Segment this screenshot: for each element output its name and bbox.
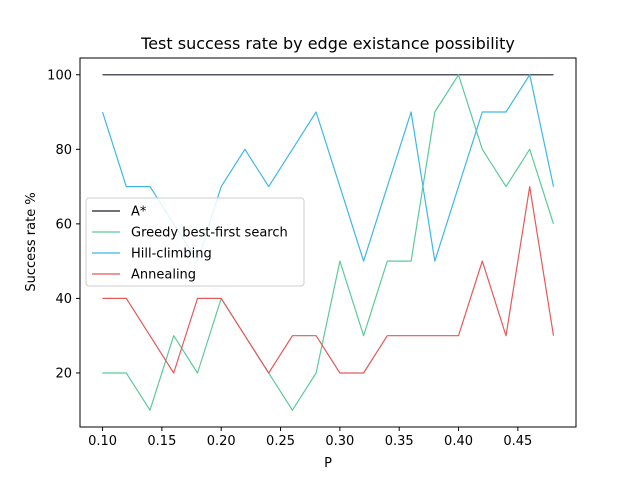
series-line-annealing (102, 186, 555, 374)
y-tick-label: 80 (55, 143, 72, 158)
x-axis-ticks: 0.10 0.15 0.20 0.25 0.30 0.35 0.40 0.45 (88, 427, 532, 449)
y-tick-label: 60 (55, 217, 72, 232)
series-line-greedy-best-first-search (102, 74, 555, 411)
chart-title: Test success rate by edge existance poss… (140, 34, 515, 53)
legend-label: A* (131, 205, 147, 220)
x-tick-label: 0.20 (207, 434, 236, 449)
x-tick-label: 0.10 (88, 434, 117, 449)
x-axis-label: P (324, 456, 332, 471)
y-axis-ticks: 20 40 60 80 100 (47, 68, 80, 381)
y-axis-label: Success rate % (24, 192, 39, 291)
legend-box (85, 197, 305, 287)
x-tick-label: 0.35 (385, 434, 414, 449)
x-tick-label: 0.40 (444, 434, 473, 449)
legend: A* Greedy best-first search Hill-climbing A… (85, 197, 305, 287)
x-tick-label: 0.30 (325, 434, 354, 449)
x-tick-label: 0.15 (147, 434, 176, 449)
x-tick-label: 0.25 (266, 434, 295, 449)
legend-label: Annealing (131, 268, 196, 283)
y-tick-label: 40 (55, 292, 72, 307)
y-tick-label: 20 (55, 366, 72, 381)
x-tick-label: 0.45 (503, 434, 532, 449)
plot-frame (79, 57, 577, 428)
y-tick-label: 100 (47, 68, 72, 83)
legend-label: Hill-climbing (131, 247, 212, 262)
legend-label: Greedy best-first search (131, 226, 288, 241)
